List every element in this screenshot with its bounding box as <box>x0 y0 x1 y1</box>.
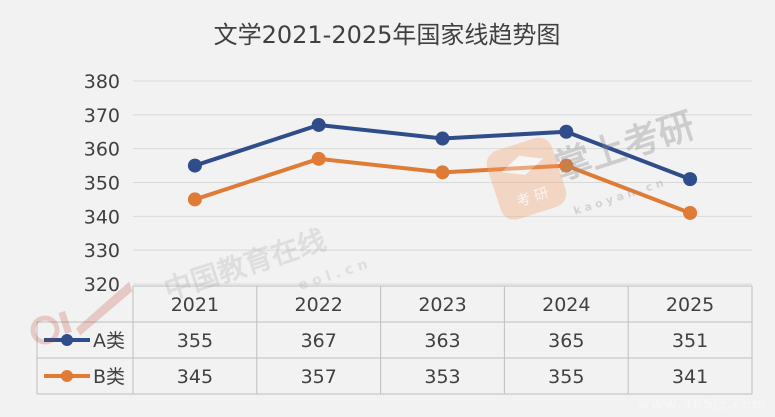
table-value: 341 <box>672 366 708 388</box>
data-point <box>311 117 326 132</box>
y-tick-label: 360 <box>84 139 120 161</box>
legend-marker <box>61 334 73 346</box>
table-value: 357 <box>301 366 337 388</box>
x-category-label: 2024 <box>542 294 590 316</box>
gridlines <box>133 80 752 285</box>
chart-title: 文学2021-2025年国家线趋势图 <box>214 21 561 49</box>
data-point <box>435 131 450 146</box>
table-value: 355 <box>177 330 213 352</box>
data-point <box>435 165 450 180</box>
y-tick-label: 350 <box>84 173 120 195</box>
site-watermark: www.365jz.com <box>637 397 767 413</box>
y-tick-label: 380 <box>84 71 120 93</box>
series-name: A类 <box>93 330 125 352</box>
y-tick-label: 330 <box>84 240 120 262</box>
data-table: 2021 2022 2023 2024 2025 A类 355 367 363 365 351 B类 3… <box>36 285 753 395</box>
y-axis: 320 330 340 350 360 370 380 <box>84 71 120 296</box>
y-tick-label: 320 <box>84 274 120 296</box>
data-point <box>311 151 326 166</box>
table-value: 355 <box>548 366 584 388</box>
data-point <box>559 124 574 139</box>
eol-logo <box>30 281 133 345</box>
table-value: 353 <box>424 366 460 388</box>
y-tick-label: 370 <box>84 105 120 127</box>
data-point <box>187 158 202 173</box>
series-name: B类 <box>93 366 125 388</box>
data-point <box>683 205 698 220</box>
data-point <box>683 172 698 187</box>
x-category-label: 2025 <box>666 294 714 316</box>
data-point <box>559 158 574 173</box>
table-value: 365 <box>548 330 584 352</box>
x-category-label: 2022 <box>295 294 343 316</box>
data-point <box>187 192 202 207</box>
legend-marker <box>61 370 73 382</box>
y-tick-label: 340 <box>84 206 120 228</box>
plot-area <box>187 117 698 220</box>
kaoyan-badge: 考 研 <box>486 137 567 220</box>
x-category-label: 2023 <box>418 294 466 316</box>
table-value: 367 <box>301 330 337 352</box>
table-value: 351 <box>672 330 708 352</box>
x-category-label: 2021 <box>171 294 219 316</box>
table-value: 345 <box>177 366 213 388</box>
table-value: 363 <box>424 330 460 352</box>
